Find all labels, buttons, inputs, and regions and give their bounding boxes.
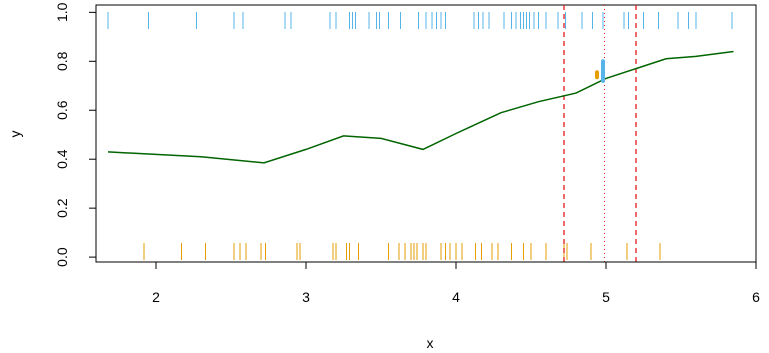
y-tick-label: 0.4	[54, 149, 70, 169]
x-tick-label: 6	[752, 289, 760, 305]
x-tick-label: 4	[452, 289, 460, 305]
y-tick-label: 0.0	[54, 247, 70, 267]
y-tick-label: 0.2	[54, 198, 70, 218]
y-tick-label: 0.8	[54, 51, 70, 71]
y-axis: 0.0 0.2 0.4 0.6 0.8 1.0	[54, 2, 97, 267]
highlight-points	[595, 59, 605, 83]
x-axis: 2 3 4 5 6	[152, 261, 760, 305]
series	[107, 50, 734, 164]
x-tick-label: 3	[302, 289, 310, 305]
x-axis-label: x	[427, 335, 434, 351]
x-tick-label: 2	[152, 289, 160, 305]
y-axis-label: y	[7, 131, 23, 138]
reference-lines	[563, 5, 637, 262]
series-line	[107, 50, 734, 164]
plot-frame	[95, 4, 757, 263]
y-tick-label: 0.6	[54, 100, 70, 120]
rug-top	[107, 12, 733, 29]
x-tick-label: 5	[602, 289, 610, 305]
y-tick-label: 1.0	[54, 2, 70, 22]
rug-bottom	[143, 243, 661, 260]
